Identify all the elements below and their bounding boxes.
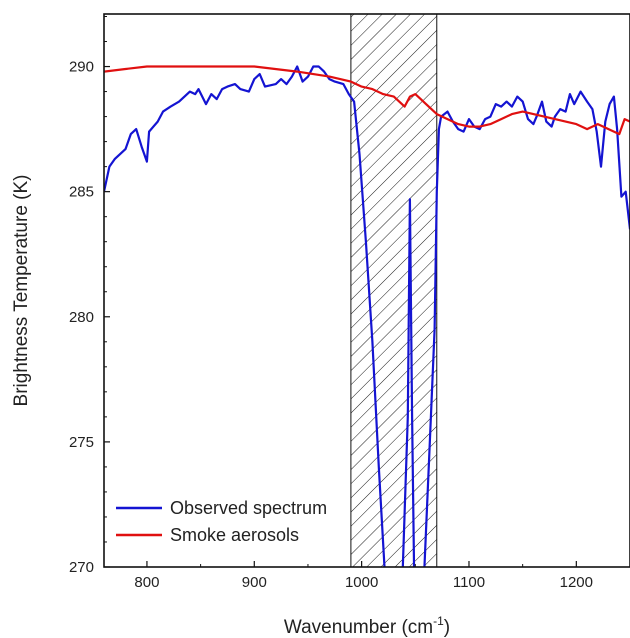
legend-label-0: Observed spectrum [170,498,327,518]
y-tick-label: 275 [69,434,94,451]
tick-layer: 800 900 1000 1100 1200 270 275 280 285 290 [69,16,630,591]
series-layer [104,65,630,567]
y-tick-label: 270 [69,559,94,576]
y-tick-label: 290 [69,59,94,76]
x-axis-title: Wavenumber (cm-1) [284,614,450,638]
legend-label-1: Smoke aerosols [170,525,299,545]
y-tick-label: 280 [69,309,94,326]
x-tick-label: 1000 [345,574,378,591]
y-axis-title: Brightness Temperature (K) [11,175,32,407]
x-axis-title-sup: -1 [433,614,444,628]
x-tick-label: 800 [134,574,159,591]
plot-frame [103,13,630,568]
x-axis-title-close: ) [444,617,450,638]
series-line-1 [104,65,630,136]
series-line-0 [104,65,630,567]
legend: Observed spectrum Smoke aerosols [116,498,327,545]
x-tick-label: 900 [242,574,267,591]
x-axis-title-main: Wavenumber (cm [284,617,433,638]
x-tick-label: 1200 [560,574,593,591]
x-tick-label: 1100 [453,574,485,591]
shaded-band [350,13,438,568]
y-tick-label: 285 [69,184,94,201]
